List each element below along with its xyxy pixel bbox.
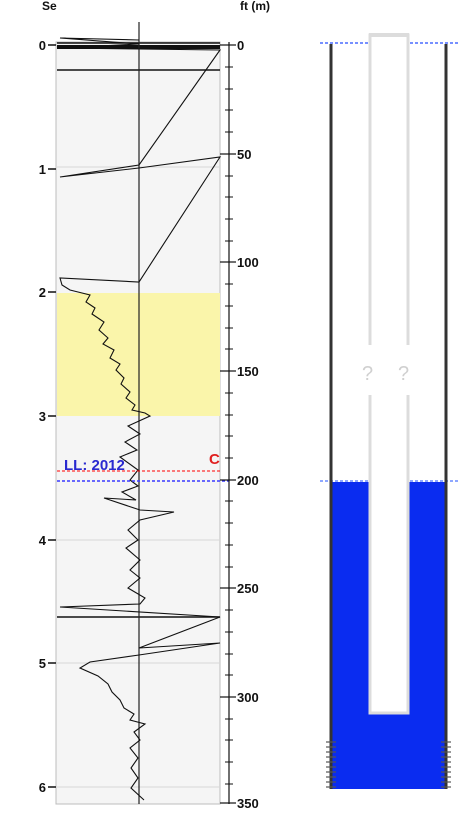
right-tick-label: 100 — [237, 255, 259, 270]
unknown-marker: ? — [398, 363, 409, 385]
pipe-gap — [365, 345, 413, 395]
screen-threads-right — [441, 741, 451, 788]
left-axis — [48, 44, 56, 788]
right-axis-minor-ticks — [225, 66, 233, 785]
left-tick-label: 0 — [39, 38, 46, 53]
log-panel: Se ft (m) LL: 2012 C — [39, 0, 270, 811]
left-tick-label: 4 — [39, 533, 47, 548]
left-tick-label: 5 — [39, 656, 46, 671]
right-tick-label: 50 — [237, 147, 251, 162]
left-tick-label: 1 — [39, 162, 46, 177]
inner-pipe-top-cap — [369, 33, 409, 37]
water-level-label: LL: 2012 — [64, 457, 125, 474]
log-curve — [59, 37, 222, 801]
left-tick-label: 6 — [39, 780, 46, 795]
left-tick-label: 3 — [39, 409, 46, 424]
right-tick-label: 0 — [237, 38, 244, 53]
left-axis-title: Se — [42, 0, 57, 13]
marker-label: C — [209, 451, 220, 468]
right-axis-title: ft (m) — [240, 0, 270, 13]
right-axis — [220, 42, 236, 804]
screen-threads-left — [326, 741, 336, 788]
right-tick-label: 200 — [237, 473, 259, 488]
right-tick-label: 250 — [237, 581, 259, 596]
right-tick-label: 150 — [237, 364, 259, 379]
right-tick-label: 300 — [237, 690, 259, 705]
log-panel-background — [55, 41, 221, 805]
right-tick-label: 350 — [237, 796, 259, 811]
unknown-marker: ? — [362, 363, 373, 385]
left-tick-label: 2 — [39, 285, 46, 300]
well-panel: ? ? — [320, 33, 460, 789]
